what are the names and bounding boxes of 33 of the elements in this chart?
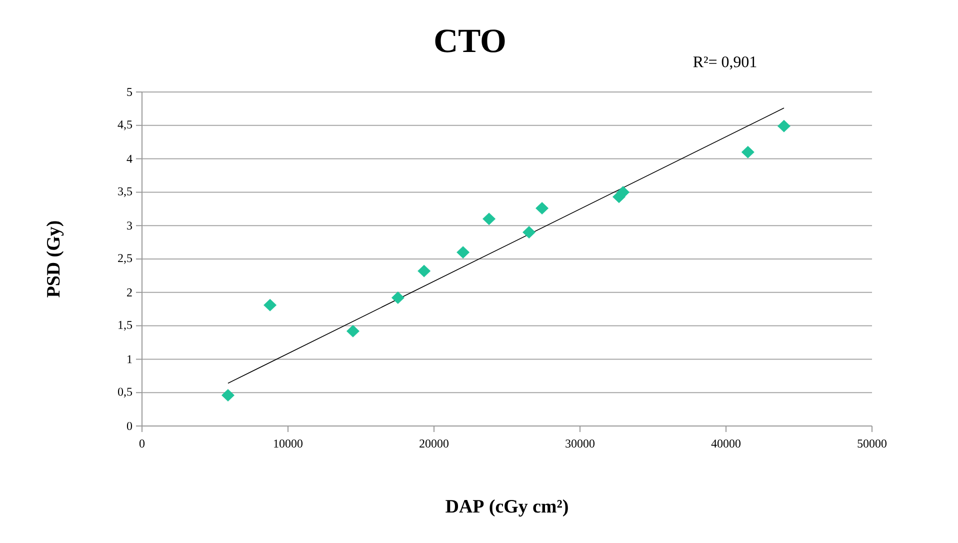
point	[616, 186, 630, 198]
y-tick-label: 2	[127, 288, 132, 296]
y-tick-label: 5	[127, 88, 132, 96]
y-tick-label: 4,5	[118, 120, 132, 130]
y-tick-label: 3,5	[118, 187, 132, 198]
y-axis-title: PSD (Gy)	[46, 221, 64, 298]
y-tick-label: 0,5	[118, 388, 132, 398]
y-tick-label: 4	[126, 154, 132, 163]
x-axis-title: DAP (cGy cm²)	[446, 499, 568, 517]
point	[456, 246, 470, 259]
y-tick-label: 2,5	[118, 254, 132, 264]
x-tick-label: 20000	[420, 440, 448, 448]
x-tick-label: 10000	[274, 440, 302, 448]
x-tick-label: 40000	[711, 440, 740, 448]
point	[221, 389, 234, 402]
x-tick-label: 50000	[858, 440, 886, 448]
point	[391, 292, 404, 304]
y-tick-label: 1	[128, 355, 132, 364]
point	[418, 264, 431, 278]
point	[482, 212, 496, 226]
point	[346, 324, 360, 338]
point	[522, 226, 536, 238]
y-tick-label: 3	[127, 222, 132, 230]
chart-title: CTO	[435, 30, 505, 52]
x-tick-label: 0	[139, 440, 145, 448]
text: R²= 0,901	[693, 56, 756, 70]
point	[777, 120, 790, 132]
x-tick-label: 30000	[566, 440, 594, 448]
point	[536, 202, 549, 214]
point	[264, 298, 277, 312]
y-tick-label: 1,5	[118, 320, 132, 331]
point	[741, 146, 754, 158]
y-tick-label: 0	[126, 422, 132, 430]
